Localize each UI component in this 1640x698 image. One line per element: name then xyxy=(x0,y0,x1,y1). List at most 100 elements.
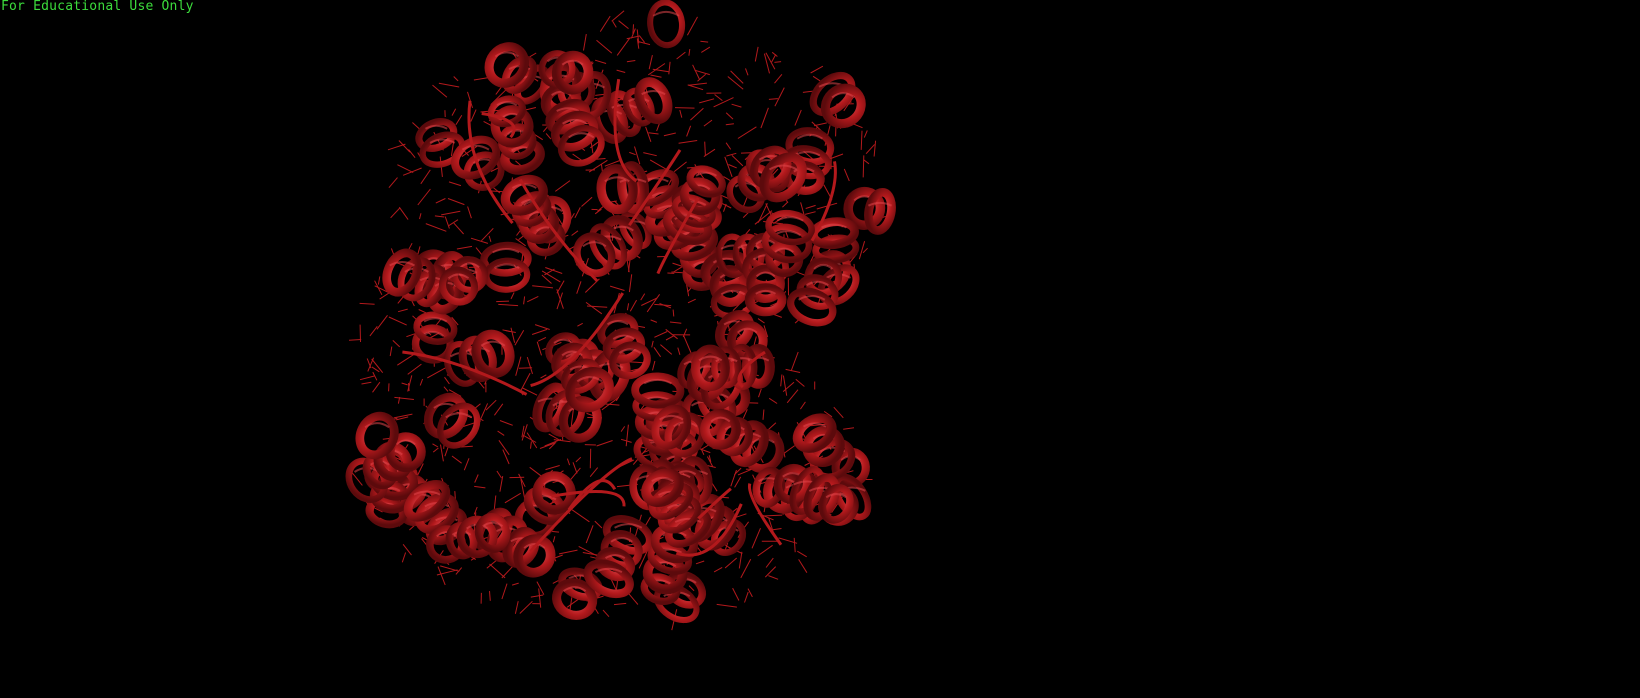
helix-highlight xyxy=(561,350,583,357)
helix-turn xyxy=(602,327,646,364)
side-chain-stick xyxy=(765,52,776,70)
side-chain-stick xyxy=(499,420,513,426)
side-chain-stick xyxy=(603,403,620,406)
side-chain-stick xyxy=(665,328,678,340)
side-chain-stick xyxy=(498,303,519,307)
side-chain-stick xyxy=(536,581,545,595)
side-chain-stick xyxy=(467,91,473,109)
side-chain-stick xyxy=(862,155,865,178)
side-chain-stick xyxy=(823,410,833,418)
helix-highlight xyxy=(659,414,684,421)
side-chain-stick xyxy=(672,309,675,317)
side-chain-stick xyxy=(387,143,406,151)
side-chain-stick xyxy=(688,82,707,86)
side-chain-stick xyxy=(723,203,727,212)
side-chain-stick xyxy=(645,126,652,142)
side-chain-stick xyxy=(671,271,683,274)
side-chain-stick xyxy=(376,314,388,330)
helix-turn xyxy=(456,515,498,559)
side-chain-stick xyxy=(534,324,550,330)
loop-backbone xyxy=(402,78,837,557)
loop-segment xyxy=(675,503,743,557)
side-chain-stick xyxy=(601,396,620,411)
helix-turn xyxy=(438,266,479,306)
side-chain-stick xyxy=(401,552,407,563)
side-chain-stick xyxy=(371,366,380,373)
side-chain-stick xyxy=(489,563,506,579)
helix-turn xyxy=(595,547,636,582)
side-chain-stick xyxy=(782,375,788,396)
helix-highlight xyxy=(710,416,731,423)
side-chain-stick xyxy=(544,438,562,447)
helix-highlight xyxy=(720,289,746,296)
side-chain-stick xyxy=(588,159,608,173)
side-chain-stick xyxy=(456,245,473,250)
side-chain-stick xyxy=(537,336,547,342)
helix-turn xyxy=(664,412,707,458)
side-chain-stick xyxy=(453,76,459,82)
side-chain-stick xyxy=(436,569,458,576)
side-chain-stick xyxy=(359,375,375,381)
helix xyxy=(573,210,652,278)
helix-turn xyxy=(651,404,692,450)
side-chain-stick xyxy=(648,54,653,70)
side-chain-stick xyxy=(843,168,850,182)
side-chain-stick xyxy=(634,146,641,165)
side-chain-stick xyxy=(731,155,744,167)
side-chain-stick xyxy=(654,331,668,338)
loop-segment xyxy=(530,292,624,388)
helix-turn xyxy=(773,463,812,504)
helix-turn xyxy=(474,513,511,553)
side-chain-stick xyxy=(716,603,737,608)
side-chain-stick xyxy=(572,462,578,474)
helix-turn xyxy=(511,192,552,227)
side-chain-stick xyxy=(785,368,801,373)
helix xyxy=(480,241,532,293)
side-chain-stick xyxy=(636,38,640,49)
side-chain-stick xyxy=(650,74,662,78)
helix-highlight xyxy=(667,503,693,509)
helix-highlight xyxy=(776,216,804,222)
side-chain-stick xyxy=(678,140,698,144)
side-chain-stick xyxy=(713,97,734,108)
side-chain-stick xyxy=(556,280,565,294)
side-chain-stick xyxy=(768,397,778,404)
helix-turn xyxy=(640,573,681,606)
side-chain-stick xyxy=(576,281,582,294)
loop-segment xyxy=(518,178,599,283)
side-chain-stick xyxy=(768,98,778,100)
side-chain-stick xyxy=(738,551,743,569)
helix-turn xyxy=(451,135,501,180)
side-chain-stick xyxy=(522,387,538,396)
side-chain-stick xyxy=(646,294,661,313)
side-chain-stick xyxy=(695,560,705,565)
side-chain-stick xyxy=(499,476,504,492)
helix-highlight xyxy=(614,523,643,529)
helix-turn xyxy=(583,559,634,599)
helix-turn xyxy=(557,124,605,167)
helix-turn xyxy=(657,495,702,534)
side-chain-stick xyxy=(638,550,648,569)
side-chain-stick xyxy=(440,444,444,462)
loop-segment xyxy=(737,350,766,389)
side-chain-stick xyxy=(687,298,696,304)
side-chain-stick xyxy=(659,303,672,309)
watermark-label: For Educational Use Only xyxy=(1,0,194,14)
side-chain-stick xyxy=(447,198,465,206)
side-chain-stick xyxy=(704,141,706,156)
side-chain-stick xyxy=(728,164,737,169)
helix-turn xyxy=(526,219,566,257)
side-chain-stick xyxy=(388,316,407,326)
helix-turn xyxy=(802,425,845,468)
side-chain-stick xyxy=(626,303,630,311)
helix-highlight xyxy=(695,171,717,177)
side-chain-stick xyxy=(618,20,629,29)
helix xyxy=(641,468,712,548)
helix-turn xyxy=(786,287,837,327)
helix-turn xyxy=(641,468,684,508)
side-chain-stick xyxy=(575,456,582,463)
helix xyxy=(749,145,807,203)
side-chain-stick xyxy=(518,367,533,369)
